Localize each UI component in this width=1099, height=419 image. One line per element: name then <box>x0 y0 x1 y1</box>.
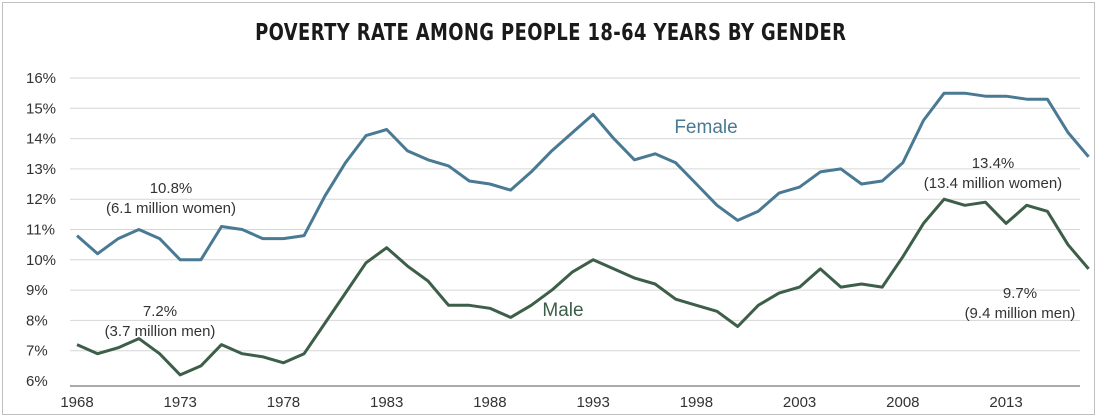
y-tick-label: 11% <box>26 222 55 239</box>
series-line-female <box>76 91 1090 262</box>
y-tick-label: 13% <box>26 161 56 178</box>
x-tick-label: 1978 <box>267 394 300 411</box>
y-tick-label: 7% <box>26 343 48 360</box>
y-tick-label: 10% <box>26 252 56 269</box>
annotation-label: 9.7% <box>1003 285 1037 302</box>
series-labels: Female Male <box>542 117 737 321</box>
y-tick-label: 16% <box>26 70 56 87</box>
y-axis-ticks: 6% 7% 8% 9% 10% 11% 12% 13% 14% 15% 16% <box>26 70 56 390</box>
x-tick-label: 2008 <box>886 394 919 411</box>
annotation-label: 10.8% <box>150 180 193 197</box>
series-label-female: Female <box>674 117 737 138</box>
annotation-label: (13.4 million women) <box>924 175 1062 192</box>
annotation-label: (9.4 million men) <box>965 305 1076 322</box>
x-tick-label: 2013 <box>989 394 1022 411</box>
y-tick-label: 14% <box>26 131 56 148</box>
x-tick-label: 1973 <box>164 394 197 411</box>
y-tick-label: 15% <box>26 100 56 117</box>
series-label-male: Male <box>542 300 583 321</box>
annotation-label: (6.1 million women) <box>106 200 236 217</box>
annotation-label: 7.2% <box>143 303 177 320</box>
gridlines <box>70 77 1080 352</box>
x-tick-label: 2003 <box>783 394 816 411</box>
annotation-label: (3.7 million men) <box>105 323 216 340</box>
y-tick-label: 12% <box>26 191 56 208</box>
y-tick-label: 9% <box>26 282 48 299</box>
x-tick-label: 1988 <box>473 394 506 411</box>
chart-title: POVERTY RATE AMONG PEOPLE 18-64 YEARS BY… <box>255 20 847 46</box>
x-tick-label: 1983 <box>370 394 403 411</box>
y-tick-label: 8% <box>26 312 48 329</box>
annotation-label: 13.4% <box>972 155 1015 172</box>
series-line-male <box>76 197 1090 377</box>
x-tick-label: 1968 <box>60 394 93 411</box>
x-tick-label: 1998 <box>680 394 713 411</box>
y-tick-label: 6% <box>26 373 48 390</box>
annotations: 10.8% (6.1 million women) 7.2% (3.7 million… <box>105 155 1076 340</box>
x-tick-label: 1993 <box>576 394 609 411</box>
series-lines <box>76 91 1090 377</box>
x-axis-ticks: 1968 1973 1978 1983 1988 1993 1998 2003 2008 2013 <box>60 394 1022 411</box>
